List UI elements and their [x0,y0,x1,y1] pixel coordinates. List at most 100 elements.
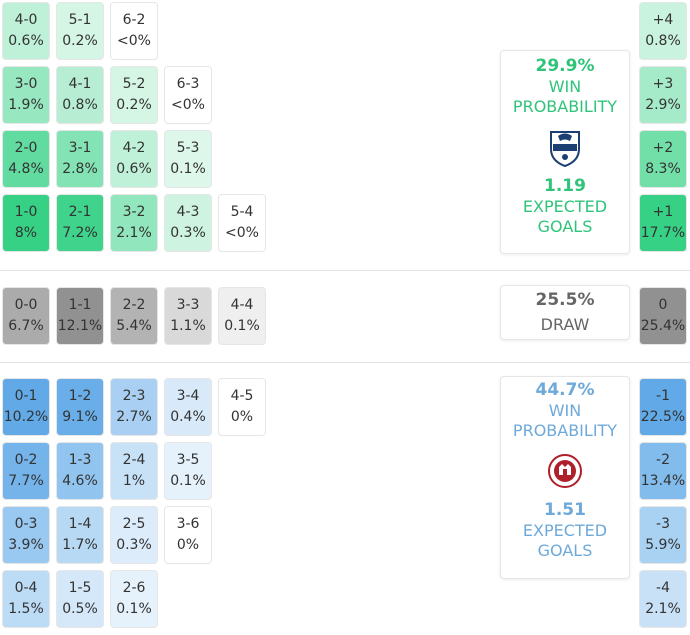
draw-away-divider [0,362,690,363]
score-label: 1-4 [68,516,92,532]
probability-label: 8% [14,225,38,241]
probability-label: 12.1% [57,318,103,334]
score-label: 0 [658,297,668,313]
score-label: 3-6 [176,516,200,532]
away-win-percentage: 44.7% [535,380,595,400]
away-score-cell: 2-3 2.7% [110,378,158,436]
score-label: 1-2 [68,388,92,404]
score-label: -4 [656,580,670,596]
goal-margin-cell: -1 22.5% [639,378,687,436]
score-label: 4-3 [176,204,200,220]
home-score-cell: 3-2 2.1% [110,194,158,252]
probability-label: 0.6% [8,33,44,49]
score-label: 0-2 [14,452,38,468]
score-label: 2-1 [68,204,92,220]
home-score-cell: 6-3 <0% [164,66,212,124]
home-expected-goals: 1.19 [544,176,586,196]
probability-label: 2.1% [645,601,681,617]
away-win-label: WIN PROBABILITY [512,401,618,440]
probability-label: 1.7% [62,537,98,553]
home-score-cell: 1-0 8% [2,194,50,252]
home-summary-card: 29.9% WIN PROBABILITY 1.19 EXPECTED GOAL… [500,50,630,254]
home-score-cell: 5-2 0.2% [110,66,158,124]
probability-label: 0.1% [116,601,152,617]
probability-label: 0% [176,537,200,553]
away-score-cell: 1-5 0.5% [56,570,104,628]
score-label: 0-0 [14,297,38,313]
score-label: 1-5 [68,580,92,596]
goal-margin-cell: +4 0.8% [639,2,687,60]
probability-label: 0.4% [170,409,206,425]
score-label: 0-3 [14,516,38,532]
home-score-cell: 2-1 7.2% [56,194,104,252]
probability-label: 0.1% [170,473,206,489]
probability-label: <0% [225,225,259,241]
score-label: 1-3 [68,452,92,468]
home-win-label: WIN PROBABILITY [512,77,618,116]
goal-margin-cell: +3 2.9% [639,66,687,124]
home-score-cell: 5-4 <0% [218,194,266,252]
score-label: 5-4 [230,204,254,220]
draw-score-cell: 4-4 0.1% [218,287,266,345]
probability-label: 7.2% [62,225,98,241]
away-xg-label: EXPECTED GOALS [522,521,608,560]
draw-score-cell: 2-2 5.4% [110,287,158,345]
score-label: 6-3 [176,76,200,92]
probability-label: 5.4% [116,318,152,334]
away-score-cell: 2-4 1% [110,442,158,500]
probability-label: 8.3% [645,161,681,177]
probability-label: <0% [117,33,151,49]
draw-score-cell: 1-1 12.1% [56,287,104,345]
puebla-crest-icon [548,127,582,168]
score-label: 2-4 [122,452,146,468]
score-label: 3-4 [176,388,200,404]
away-expected-goals: 1.51 [544,500,586,520]
probability-label: 6.7% [8,318,44,334]
home-score-cell: 4-1 0.8% [56,66,104,124]
away-score-cell: 1-3 4.6% [56,442,104,500]
score-label: +3 [652,76,674,92]
probability-label: 0.2% [116,97,152,113]
score-label: 3-0 [14,76,38,92]
probability-label: 0.6% [116,161,152,177]
away-score-cell: 3-5 0.1% [164,442,212,500]
home-score-cell: 5-3 0.1% [164,130,212,188]
score-label: 6-2 [122,12,146,28]
away-score-cell: 1-4 1.7% [56,506,104,564]
score-label: 1-1 [68,297,92,313]
probability-label: 4.8% [8,161,44,177]
home-draw-divider [0,270,690,271]
home-xg-label: EXPECTED GOALS [522,197,608,236]
score-label: -2 [656,452,670,468]
score-label: 0-4 [14,580,38,596]
probability-label: 0.5% [62,601,98,617]
score-label: -1 [656,388,670,404]
probability-label: 3.9% [8,537,44,553]
probability-label: 1% [122,473,146,489]
probability-label: 1.1% [170,318,206,334]
probability-label: 0.8% [645,33,681,49]
probability-label: 0.1% [170,161,206,177]
home-score-cell: 4-0 0.6% [2,2,50,60]
score-label: 2-6 [122,580,146,596]
home-win-percentage: 29.9% [535,56,595,76]
draw-score-cell: 3-3 1.1% [164,287,212,345]
score-label: 3-2 [122,204,146,220]
probability-label: 1.5% [8,601,44,617]
probability-label: <0% [171,97,205,113]
score-label: 4-5 [230,388,254,404]
draw-score-cell: 0-0 6.7% [2,287,50,345]
score-label: 4-4 [230,297,254,313]
draw-label: DRAW [540,315,590,334]
probability-label: 2.9% [645,97,681,113]
probability-label: 1.9% [8,97,44,113]
away-score-cell: 0-3 3.9% [2,506,50,564]
score-label: +1 [652,204,674,220]
away-score-cell: 0-1 10.2% [2,378,50,436]
away-score-cell: 0-2 7.7% [2,442,50,500]
probability-label: 17.7% [640,225,686,241]
away-score-cell: 0-4 1.5% [2,570,50,628]
goal-margin-cell: -2 13.4% [639,442,687,500]
atletico-san-luis-crest-icon [548,451,582,491]
